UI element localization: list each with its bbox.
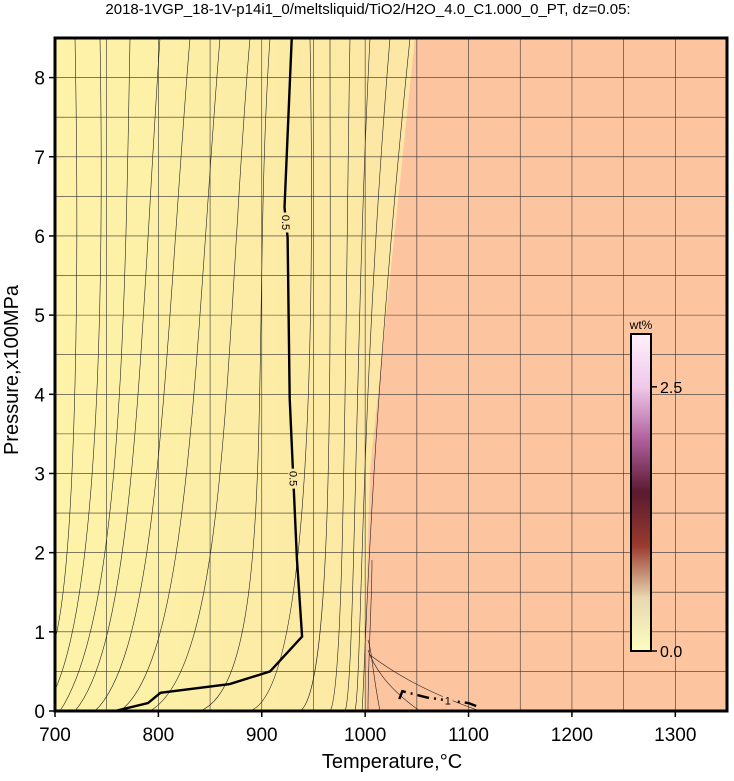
y-tick-label: 3 xyxy=(34,464,45,485)
y-tick-label: 8 xyxy=(34,69,45,90)
x-tick-label: 1300 xyxy=(654,725,696,746)
x-tick-label: 900 xyxy=(246,725,278,746)
contour-label-bg xyxy=(442,690,453,711)
contour-line xyxy=(74,38,161,711)
contour-line xyxy=(249,38,312,711)
contour-line xyxy=(361,38,411,711)
contour-line xyxy=(199,38,271,711)
contour-line xyxy=(367,559,373,711)
grid xyxy=(55,38,727,711)
x-axis-label: Temperature,°C xyxy=(322,751,462,773)
colorbar: wt% 0.0 2.5 xyxy=(629,318,683,661)
contour-line xyxy=(94,38,191,711)
plot-area: 0.5 0.5 1 xyxy=(55,38,727,711)
contour-line xyxy=(367,639,381,711)
y-axis-label: Pressure,x100MPa xyxy=(1,284,23,455)
x-tick-label: 1200 xyxy=(551,725,593,746)
contour-label: 1 xyxy=(445,695,451,707)
contour-label: 0.5 xyxy=(279,215,291,230)
contour-line xyxy=(55,38,102,691)
y-tick-label: 5 xyxy=(34,306,45,327)
x-tick-label: 700 xyxy=(39,725,71,746)
contour-label-bg xyxy=(288,468,299,489)
x-tick-label: 1000 xyxy=(344,725,386,746)
y-tick-label: 1 xyxy=(34,623,45,644)
minor-contours xyxy=(55,38,481,711)
y-tick-label: 6 xyxy=(34,227,45,248)
colorbar-tick-label: 2.5 xyxy=(660,380,682,397)
chart-title: 2018-1VGP_18-1V-p14i1_0/meltsliquid/TiO2… xyxy=(105,1,630,18)
contour-line xyxy=(369,654,481,711)
region-fill xyxy=(365,38,727,711)
contour-label-bg xyxy=(281,212,292,233)
axes: 700 800 900 1000 1100 1200 1300 0 1 2 3 4 5 6 7 8 xyxy=(34,69,696,746)
contours: 0.5 0.5 1 xyxy=(114,38,480,711)
y-tick-label: 0 xyxy=(34,702,45,723)
y-tick-label: 2 xyxy=(34,544,45,565)
colorbar-label: wt% xyxy=(629,318,653,332)
contour-line xyxy=(149,38,251,711)
contour-line xyxy=(119,38,221,711)
contour-line xyxy=(59,38,131,711)
contour-line xyxy=(398,689,480,709)
contour-line xyxy=(114,38,304,711)
contour-line xyxy=(344,38,371,711)
y-tick-label: 4 xyxy=(34,385,45,406)
contour-line xyxy=(299,38,331,711)
colorbar-tick-label: 0.0 xyxy=(660,644,682,661)
contour-line xyxy=(354,38,391,711)
x-tick-label: 1100 xyxy=(448,725,489,746)
contour-line xyxy=(55,38,78,641)
contour-label: 0.5 xyxy=(286,471,298,486)
y-tick-label: 7 xyxy=(34,148,45,169)
contour-line xyxy=(367,649,421,711)
colorbar-scale xyxy=(630,333,652,652)
x-tick-label: 800 xyxy=(143,725,175,746)
contour-line xyxy=(329,38,351,711)
plot-frame xyxy=(53,36,729,713)
